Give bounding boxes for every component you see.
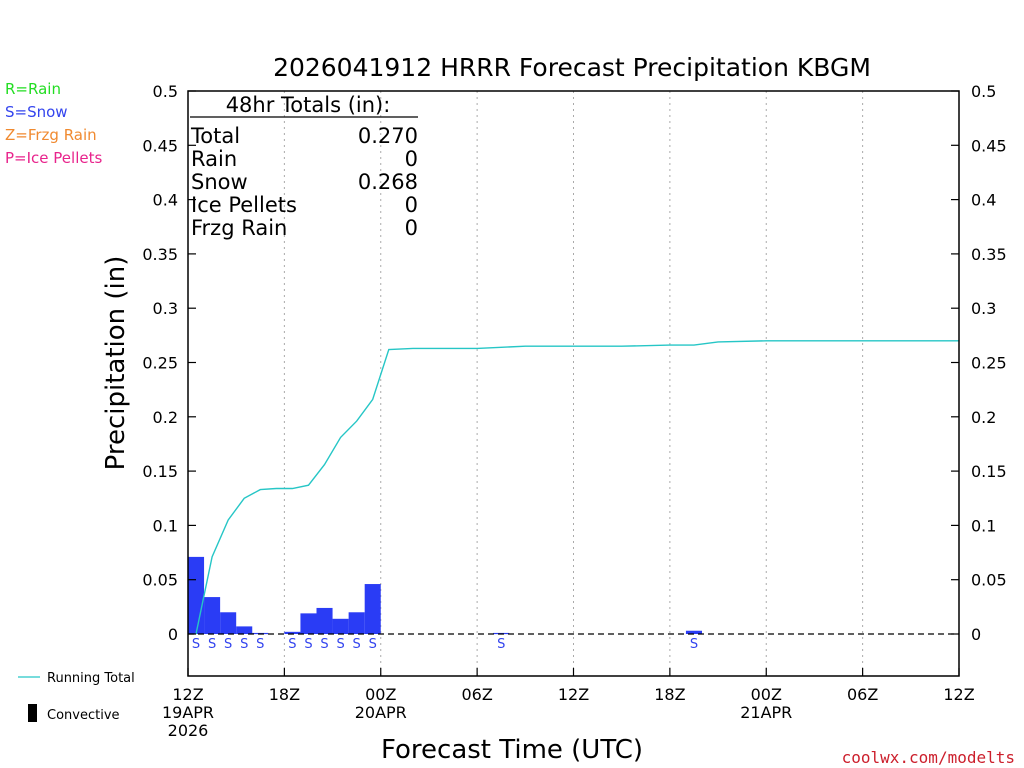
chart-title: 2026041912 HRRR Forecast Precipitation K… [273,53,871,82]
x-tick-label: 06Z [461,685,492,704]
precip-type-code: S [497,637,505,652]
x-tick-label: 00Z [365,685,396,704]
precip-bar [204,597,221,634]
y-tick-label-right: 0.15 [971,462,1007,481]
y-tick-label-right: 0.4 [971,191,996,210]
y-tick-label-left: 0.4 [153,191,178,210]
precip-type-code: S [336,637,344,652]
totals-row-label: Total [190,124,240,148]
x-tick-label: 12Z [558,685,589,704]
y-tick-label-right: 0.3 [971,299,996,318]
hourly-precip-bars [188,556,702,635]
totals-row-value: 0.268 [358,170,418,194]
precip-type-code: S [690,637,698,652]
x-tick-label: 00Z [751,685,782,704]
totals-row-label: Rain [191,147,237,171]
precip-type-code: S [224,637,232,652]
precip-type-code: S [256,637,264,652]
precip-type-code: S [192,637,200,652]
x-tick-date-label: 20APR [355,703,407,722]
y-tick-label-right: 0.5 [971,82,996,101]
legend-snow-code: S=Snow [5,103,68,121]
precip-bar [685,630,702,634]
precip-bar [284,631,301,634]
x-tick-label: 12Z [172,685,203,704]
plot-frame [187,90,960,677]
totals-header: 48hr Totals (in): [226,93,391,117]
x-tick-label: 12Z [943,685,974,704]
y-tick-label-left: 0.05 [142,571,178,590]
legend-running-total-label: Running Total [47,671,135,686]
y-tick-label-left: 0.15 [142,462,178,481]
y-axis-ticks: 0 00.05 0.050.1 0.10.15 0.150.2 0.20.25 0.250.… [142,82,1006,644]
totals-row-value: 0.270 [358,124,418,148]
precip-bar [348,612,365,634]
precip-type-code: S [320,637,328,652]
x-tick-label: 18Z [269,685,300,704]
x-axis-label: Forecast Time (UTC) [381,735,643,765]
y-tick-label-left: 0.3 [153,299,178,318]
y-tick-label-left: 0 [168,625,178,644]
y-tick-label-right: 0.35 [971,245,1007,264]
precip-bar [300,613,317,634]
y-tick-label-left: 0.35 [142,245,178,264]
x-tick-label: 06Z [847,685,878,704]
y-axis-label: Precipitation (in) [101,256,131,471]
x-tick-date-label: 21APR [740,703,792,722]
precip-type-code: S [208,637,216,652]
precip-bar [316,607,333,634]
x-tick-date-label: 19APR [162,703,214,722]
y-tick-label-left: 0.1 [153,516,178,535]
y-tick-label-right: 0 [971,625,981,644]
legend-convective-label: Convective [47,708,120,723]
y-tick-label-left: 0.45 [142,136,178,155]
legend-frzg-rain-code: Z=Frzg Rain [5,126,97,144]
x-tick-date-label: 2026 [168,721,209,740]
legend-convective-swatch [28,704,37,722]
y-tick-label-right: 0.2 [971,408,996,427]
series-legend: Running Total Convective [18,671,135,723]
totals-row-label: Frzg Rain [191,216,287,240]
credit: coolwx.com/modelts [842,748,1015,767]
totals-row-label: Ice Pellets [191,193,297,217]
precip-type-code: S [353,637,361,652]
y-tick-label-left: 0.5 [153,82,178,101]
totals-row-label: Snow [191,170,248,194]
precip-bar [188,556,205,634]
precip-type-code: S [369,637,377,652]
legend-rain-code: R=Rain [5,80,61,98]
totals-row-value: 0 [405,193,418,217]
precip-bar [220,612,237,634]
y-tick-label-left: 0.2 [153,408,178,427]
legend-ice-pellets-code: P=Ice Pellets [5,149,103,167]
grid [283,91,864,676]
running-total-series [195,340,959,635]
y-tick-label-right: 0.45 [971,136,1007,155]
precip-type-code: S [304,637,312,652]
totals-row-value: 0 [405,147,418,171]
y-tick-label-left: 0.25 [142,354,178,373]
precip-bar [364,584,381,634]
y-tick-label-right: 0.25 [971,354,1007,373]
x-tick-label: 18Z [654,685,685,704]
running-total-line [195,340,959,635]
totals-box: 48hr Totals (in): Total 0.270 Rain 0 Snow 0.26… [190,93,418,240]
precip-bar [332,618,349,634]
y-tick-label-right: 0.05 [971,571,1007,590]
y-tick-label-right: 0.1 [971,516,996,535]
precip-bar [236,626,253,634]
precip-type-code: S [288,637,296,652]
precip-type-code: S [240,637,248,652]
totals-row-value: 0 [405,216,418,240]
